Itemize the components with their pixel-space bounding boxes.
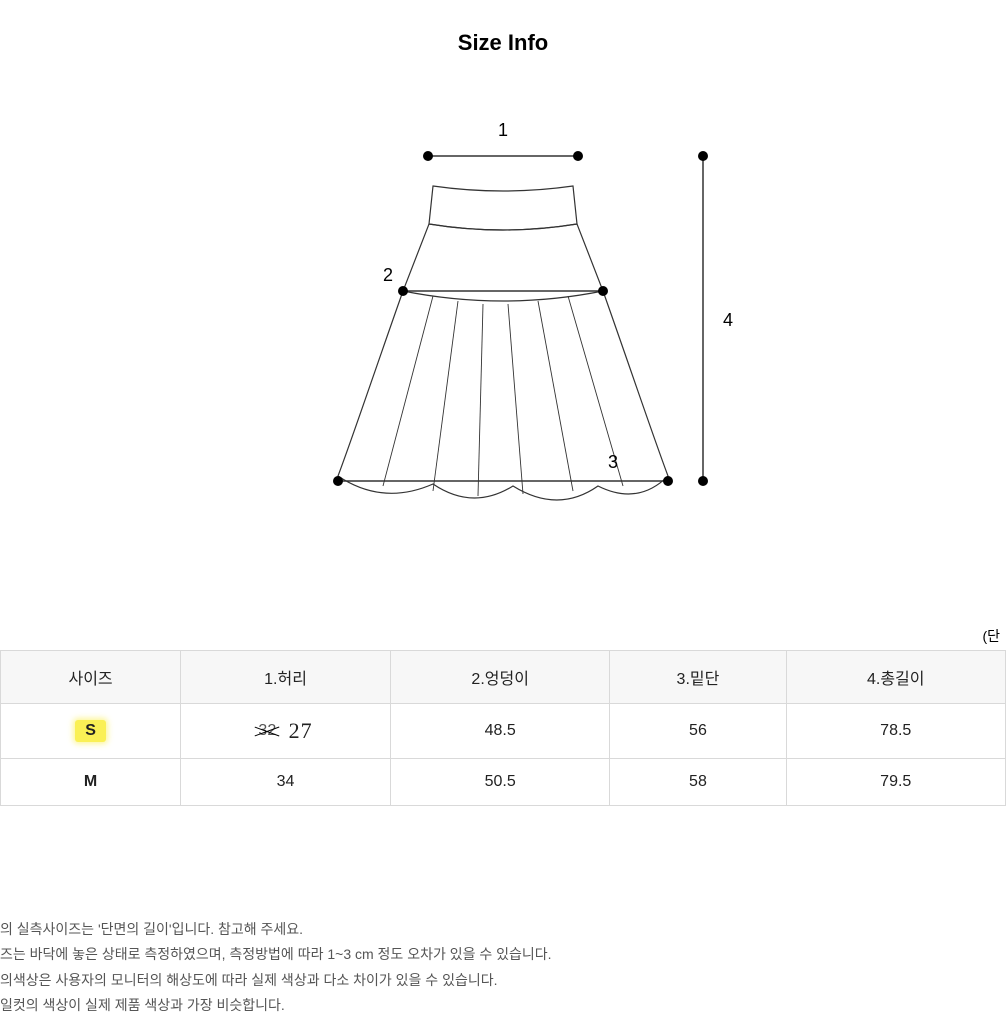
- diagram-container: 1 4 2: [0, 96, 1006, 541]
- col-waist: 1.허리: [181, 651, 391, 704]
- skirt-diagram: 1 4 2: [243, 96, 763, 536]
- col-hip: 2.엉덩이: [390, 651, 609, 704]
- cell-size: S: [1, 704, 181, 759]
- cell-length: 78.5: [786, 704, 1006, 759]
- notes-block: 의 실측사이즈는 '단면의 길이'입니다. 참고해 주세요. 즈는 바닥에 놓은…: [0, 917, 552, 1018]
- cell-length: 79.5: [786, 759, 1006, 806]
- unit-note: (단: [982, 626, 1000, 646]
- cell-size: M: [1, 759, 181, 806]
- note-line: 즈는 바닥에 놓은 상태로 측정하였으며, 측정방법에 따라 1~3 cm 정도…: [0, 942, 552, 967]
- cell-hem: 58: [610, 759, 786, 806]
- cell-hip: 50.5: [390, 759, 609, 806]
- note-line: 의색상은 사용자의 모니터의 해상도에 따라 실제 색상과 다소 차이가 있을 …: [0, 968, 552, 993]
- cell-hip: 48.5: [390, 704, 609, 759]
- waist-handwritten: 27: [289, 718, 313, 743]
- waist-struck: 32: [258, 722, 276, 740]
- size-highlight: S: [75, 720, 106, 742]
- page-title: Size Info: [0, 30, 1006, 56]
- note-line: 일컷의 색상이 실제 제품 색상과 가장 비슷합니다.: [0, 993, 552, 1018]
- cell-waist-corrected: 32 27: [181, 704, 391, 759]
- col-hem: 3.밑단: [610, 651, 786, 704]
- cell-waist: 34: [181, 759, 391, 806]
- table-header-row: 사이즈 1.허리 2.엉덩이 3.밑단 4.총길이: [1, 651, 1006, 704]
- diagram-label-4: 4: [723, 310, 733, 330]
- note-line: 의 실측사이즈는 '단면의 길이'입니다. 참고해 주세요.: [0, 917, 552, 942]
- table-row: M 34 50.5 58 79.5: [1, 759, 1006, 806]
- col-size: 사이즈: [1, 651, 181, 704]
- size-table: 사이즈 1.허리 2.엉덩이 3.밑단 4.총길이 S 32 27 48.5 5…: [0, 650, 1006, 806]
- table-row: S 32 27 48.5 56 78.5: [1, 704, 1006, 759]
- diagram-label-2: 2: [383, 265, 393, 285]
- diagram-label-1: 1: [498, 120, 508, 140]
- col-length: 4.총길이: [786, 651, 1006, 704]
- cell-hem: 56: [610, 704, 786, 759]
- size-table-wrap: 사이즈 1.허리 2.엉덩이 3.밑단 4.총길이 S 32 27 48.5 5…: [0, 650, 1006, 806]
- diagram-label-3: 3: [608, 452, 618, 472]
